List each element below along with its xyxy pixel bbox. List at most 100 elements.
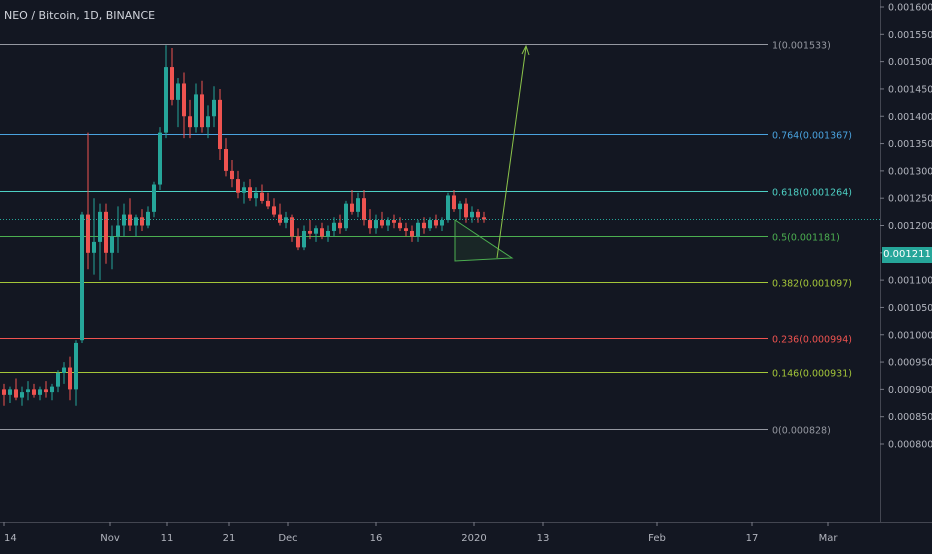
candle-body <box>62 367 66 373</box>
candle-body <box>326 230 330 237</box>
candle <box>380 211 384 229</box>
candle-body <box>236 179 240 193</box>
fib-level-label: 0.618(0.001264) <box>772 188 852 199</box>
candle <box>128 198 132 231</box>
candle-body <box>290 217 294 237</box>
candle-body <box>356 198 360 212</box>
candle-body <box>422 222 426 229</box>
fib-level-label: 0.382(0.001097) <box>772 279 852 290</box>
candle <box>392 214 396 229</box>
time-tick-label: 14 <box>4 533 17 544</box>
candle-body <box>482 217 486 220</box>
candle <box>212 86 216 128</box>
candle <box>248 179 252 201</box>
candle-body <box>308 230 312 234</box>
candle <box>326 225 330 242</box>
candle <box>308 220 312 240</box>
candle <box>422 217 426 234</box>
candle-body <box>320 228 324 237</box>
candle <box>404 222 408 237</box>
candle-body <box>272 206 276 215</box>
price-tick-label: 0.001000 <box>888 330 932 341</box>
candle-body <box>152 184 156 212</box>
candle-body <box>470 211 474 218</box>
candle <box>320 222 324 240</box>
candle <box>428 217 432 231</box>
fib-level-label: 0.764(0.001367) <box>772 131 852 142</box>
candle <box>236 170 240 199</box>
candle-body <box>440 220 444 226</box>
candle <box>32 383 36 398</box>
candle-body <box>386 220 390 226</box>
candle-body <box>332 222 336 231</box>
candle <box>278 203 282 226</box>
candle <box>440 217 444 231</box>
candle-body <box>8 389 12 395</box>
candle-body <box>230 170 234 180</box>
price-tick-label: 0.001300 <box>888 166 932 177</box>
candle-body <box>344 203 348 229</box>
fibonacci-retracement[interactable]: 1(0.001533) 0.764(0.001367) 0.618(0.001264… <box>0 41 852 437</box>
candle <box>332 217 336 237</box>
time-tick-label: Mar <box>819 533 839 544</box>
candle <box>74 340 78 406</box>
drawings[interactable] <box>0 44 880 262</box>
candle <box>410 225 414 242</box>
candle-body <box>458 203 462 210</box>
candle <box>272 198 276 218</box>
candle-body <box>134 217 138 226</box>
time-tick-label: Feb <box>648 533 666 544</box>
price-tick-label: 0.001550 <box>888 30 932 41</box>
candle <box>62 362 66 384</box>
candle <box>374 214 378 234</box>
candle <box>368 209 372 234</box>
price-tick-label: 0.001500 <box>888 57 932 68</box>
candle-body <box>26 389 30 393</box>
candle <box>68 356 72 401</box>
candle-body <box>110 236 114 253</box>
candle-body <box>206 116 210 128</box>
candle <box>200 80 204 133</box>
candle <box>464 198 468 223</box>
candle-body <box>50 386 54 393</box>
candle-body <box>380 220 384 226</box>
target-arrow-head <box>521 44 530 56</box>
candle <box>350 189 354 215</box>
candle <box>176 78 180 128</box>
candle <box>44 381 48 398</box>
candle-body <box>200 94 204 128</box>
candle-body <box>248 187 252 199</box>
target-arrow[interactable] <box>496 46 527 259</box>
candle <box>314 225 318 242</box>
candle-body <box>266 200 270 207</box>
candle-body <box>296 236 300 248</box>
candle-body <box>32 389 36 395</box>
candle-body <box>398 222 402 229</box>
price-tick-label: 0.001400 <box>888 112 932 123</box>
candle <box>122 203 126 237</box>
candle <box>134 214 138 237</box>
price-tick-label: 0.001350 <box>888 139 932 150</box>
candle <box>416 220 420 242</box>
price-tick-label: 0.001600 <box>888 3 932 14</box>
price-tick-label: 0.000850 <box>888 412 932 423</box>
time-axis[interactable]: 14 Nov 11 21 Dec 16 2020 13 Feb 17 Mar <box>3 522 839 544</box>
candle-body <box>416 222 420 237</box>
candle-body <box>14 389 18 398</box>
candle-body <box>176 83 180 100</box>
candle-body <box>122 214 126 226</box>
candle-body <box>302 230 306 248</box>
candle-body <box>80 214 84 341</box>
candle-body <box>350 203 354 212</box>
candle <box>182 72 186 139</box>
candle <box>266 192 270 210</box>
time-tick-label: 2020 <box>461 533 486 544</box>
symbol-title: NEO / Bitcoin, 1D, BINANCE <box>4 9 156 22</box>
candle <box>362 189 366 226</box>
candle <box>26 381 30 401</box>
candle-body <box>146 211 150 226</box>
time-tick-label: 17 <box>746 533 759 544</box>
